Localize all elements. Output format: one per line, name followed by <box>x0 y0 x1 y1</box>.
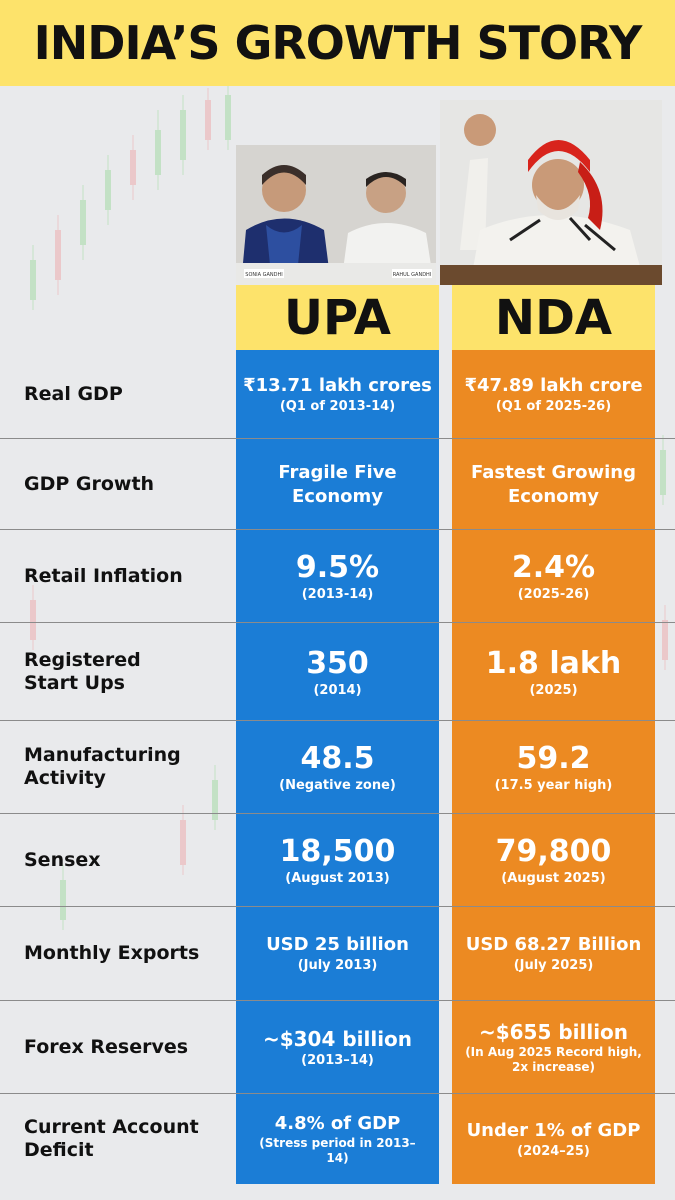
row-label-cad: Current Account Deficit <box>24 1116 199 1161</box>
row-divider <box>0 622 675 623</box>
upa-real-gdp-value: ₹13.71 lakh crores <box>243 374 432 396</box>
upa-leaders-photo: SONIA GANDHI RAHUL GANDHI <box>236 145 436 285</box>
upa-manufacturing-value: 48.5 <box>300 740 375 776</box>
nda-real-gdp-cell: ₹47.89 lakh crore (Q1 of 2025-26) <box>452 358 655 430</box>
nda-cad-value: Under 1% of GDP <box>466 1119 641 1141</box>
upa-startups-value: 350 <box>306 645 369 681</box>
row-divider <box>0 1093 675 1094</box>
upa-cad-value: 4.8% of GDP <box>274 1113 401 1134</box>
caption-right: RAHUL GANDHI <box>393 272 432 278</box>
nda-real-gdp-note: (Q1 of 2025-26) <box>495 398 612 414</box>
upa-forex-value: ~$304 billion <box>262 1026 413 1051</box>
upa-sensex-value: 18,500 <box>279 833 396 869</box>
row-divider <box>0 813 675 814</box>
row-label-retail-inflation: Retail Inflation <box>24 564 183 587</box>
nda-exports-cell: USD 68.27 Billion (July 2025) <box>452 915 655 991</box>
nda-leader-photo <box>440 100 662 285</box>
row-divider <box>0 720 675 721</box>
upa-forex-cell: ~$304 billion (2013–14) <box>236 1007 439 1087</box>
upa-real-gdp-note: (Q1 of 2013-14) <box>279 398 396 414</box>
row-label-exports: Monthly Exports <box>24 942 200 964</box>
nda-gdp-growth-value: Fastest Growing Economy <box>470 462 636 507</box>
upa-startups-note: (2014) <box>313 682 362 698</box>
nda-manufacturing-cell: 59.2 (17.5 year high) <box>452 729 655 805</box>
nda-inflation-cell: 2.4% (2025-26) <box>452 538 655 614</box>
nda-manufacturing-value: 59.2 <box>516 740 591 776</box>
row-label-gdp-growth: GDP Growth <box>24 472 155 495</box>
nda-manufacturing-note: (17.5 year high) <box>494 777 613 793</box>
nda-startups-value: 1.8 lakh <box>485 645 622 681</box>
upa-cad-note: (Stress period in 2013–14) <box>259 1136 416 1165</box>
nda-forex-note: (In Aug 2025 Record high, 2x increase) <box>465 1045 642 1074</box>
nda-inflation-value: 2.4% <box>511 549 596 585</box>
row-label-forex: Forex Reserves <box>24 1035 189 1058</box>
upa-real-gdp-cell: ₹13.71 lakh crores (Q1 of 2013-14) <box>236 358 439 430</box>
upa-sensex-cell: 18,500 (August 2013) <box>236 822 439 898</box>
upa-gdp-growth-cell: Fragile Five Economy <box>236 445 439 525</box>
upa-exports-cell: USD 25 billion (July 2013) <box>236 915 439 991</box>
nda-column-header: NDA <box>452 285 655 350</box>
nda-forex-value: ~$655 billion <box>478 1020 629 1044</box>
upa-exports-note: (July 2013) <box>297 957 378 973</box>
upa-inflation-cell: 9.5% (2013-14) <box>236 538 439 614</box>
page-title: INDIA’S GROWTH STORY <box>33 16 643 70</box>
caption-left: SONIA GANDHI <box>245 272 282 278</box>
row-label-manufacturing: Manufacturing Activity <box>24 744 181 789</box>
upa-gdp-growth-value: Fragile Five Economy <box>278 462 397 507</box>
upa-exports-value: USD 25 billion <box>266 933 409 955</box>
upa-cad-cell: 4.8% of GDP (Stress period in 2013–14) <box>236 1098 439 1180</box>
upa-inflation-note: (2013-14) <box>301 586 374 602</box>
title-banner: INDIA’S GROWTH STORY <box>0 0 675 86</box>
nda-inflation-note: (2025-26) <box>517 586 590 602</box>
nda-forex-cell: ~$655 billion (In Aug 2025 Record high, … <box>452 1007 655 1087</box>
nda-startups-cell: 1.8 lakh (2025) <box>452 632 655 712</box>
row-label-real-gdp: Real GDP <box>24 382 123 405</box>
upa-manufacturing-note: (Negative zone) <box>279 777 396 793</box>
upa-startups-cell: 350 (2014) <box>236 632 439 712</box>
row-divider <box>0 438 675 439</box>
nda-exports-note: (July 2025) <box>513 957 594 973</box>
nda-cad-note: (2024–25) <box>517 1143 590 1159</box>
upa-forex-note: (2013–14) <box>301 1052 374 1068</box>
nda-exports-value: USD 68.27 Billion <box>465 933 642 955</box>
nda-column <box>452 350 655 1184</box>
row-divider <box>0 906 675 907</box>
upa-manufacturing-cell: 48.5 (Negative zone) <box>236 729 439 805</box>
nda-real-gdp-value: ₹47.89 lakh crore <box>464 374 643 396</box>
nda-startups-note: (2025) <box>529 682 578 698</box>
nda-sensex-cell: 79,800 (August 2025) <box>452 822 655 898</box>
upa-sensex-note: (August 2013) <box>285 870 390 886</box>
row-divider <box>0 1000 675 1001</box>
nda-sensex-note: (August 2025) <box>501 870 606 886</box>
nda-cad-cell: Under 1% of GDP (2024–25) <box>452 1098 655 1180</box>
upa-inflation-value: 9.5% <box>295 549 380 585</box>
upa-column <box>236 350 439 1184</box>
nda-gdp-growth-cell: Fastest Growing Economy <box>452 445 655 525</box>
row-divider <box>0 529 675 530</box>
row-label-startups: Registered Start Ups <box>24 648 141 694</box>
upa-column-header: UPA <box>236 285 439 350</box>
nda-sensex-value: 79,800 <box>495 833 612 869</box>
row-label-sensex: Sensex <box>24 848 101 871</box>
